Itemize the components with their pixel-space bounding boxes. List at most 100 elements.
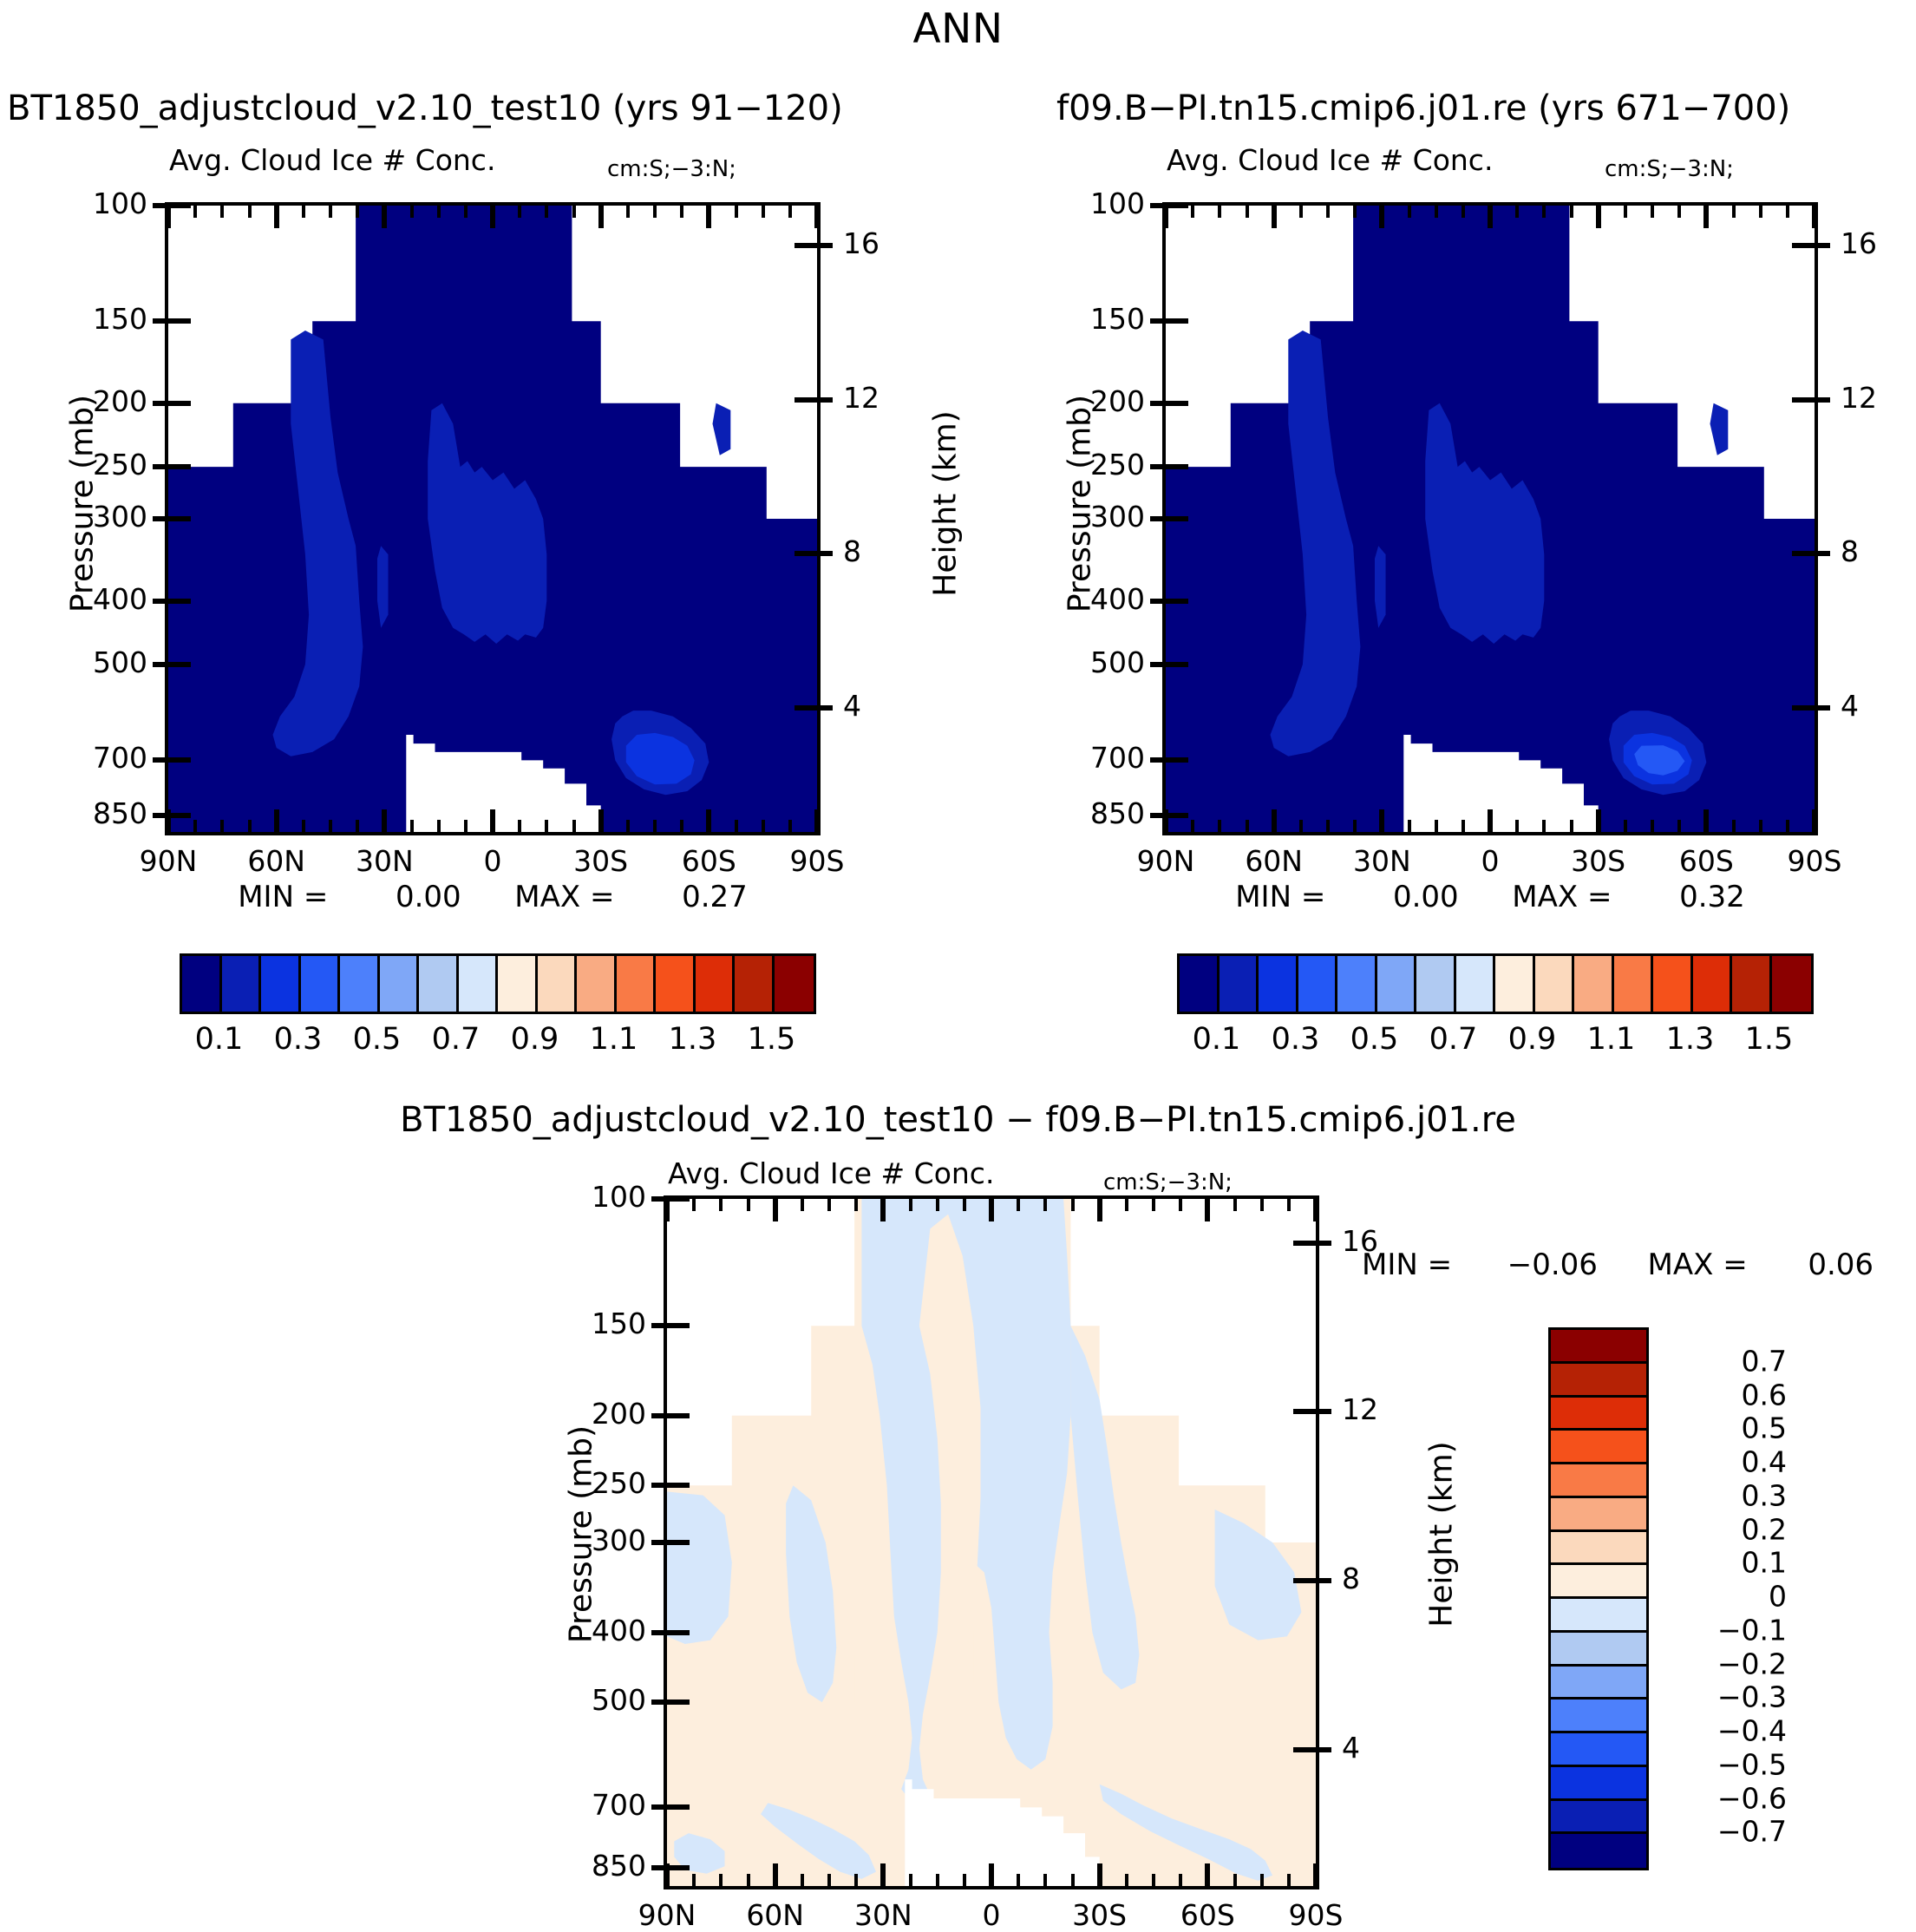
panel-test-x-tick-label: 90N: [139, 844, 198, 878]
panel-difference-units: cm:S;−3:N;: [1103, 1169, 1233, 1195]
panel-difference-x-tick-major-top: [772, 1199, 778, 1221]
panel-control-y-tick: [1166, 661, 1188, 667]
colorbar-tick-label: −0.3: [1717, 1680, 1787, 1714]
panel-test-y2-tick-label: 12: [843, 380, 880, 415]
panel-control-y2-tick: [1792, 243, 1815, 249]
panel-test-min-value: 0.00: [395, 880, 461, 914]
panel-test-x-tick-minor-top: [409, 206, 414, 218]
panel-control-y2-tick: [1792, 551, 1815, 557]
colorbar-tick-label: 1.1: [1586, 1022, 1636, 1057]
panel-difference-x-tick-label: 0: [982, 1898, 1001, 1932]
colorbar-tick-label: 0.7: [1741, 1344, 1787, 1379]
panel-test-contours: [168, 206, 817, 832]
panel-difference-x-tick-minor: [746, 1874, 750, 1886]
panel-difference-x-tick-minor: [908, 1874, 912, 1886]
panel-control-y-tick-label: 300: [1090, 500, 1145, 534]
panel-difference-x-tick-minor-top: [962, 1199, 966, 1211]
colorbar-tick-label: 0.5: [1350, 1022, 1399, 1057]
colorbar-cell: [1219, 956, 1259, 1012]
panel-control-colorbar-labels: 0.1 0.3 0.5 0.7 0.9 1.1 1.3 1.5: [1177, 1022, 1808, 1065]
colorbar-cell: [1551, 1666, 1646, 1700]
no-data-region: [1403, 735, 1599, 832]
panel-control-x-tick-minor: [1326, 820, 1330, 832]
panel-difference-y-tick-label: 400: [592, 1613, 646, 1647]
colorbar-cell: [1692, 956, 1732, 1012]
panel-control-colorbar[interactable]: [1177, 953, 1814, 1014]
panel-difference-contours: [667, 1199, 1316, 1886]
colorbar-cell: [1732, 956, 1772, 1012]
panel-difference-x-tick-minor-top: [1259, 1199, 1264, 1211]
colorbar-cell: [1180, 956, 1220, 1012]
colorbar-tick-label: −0.7: [1717, 1814, 1787, 1849]
panel-control-y2-tick-label: 16: [1841, 226, 1877, 261]
panel-test-colorbar[interactable]: [180, 953, 816, 1014]
panel-test-x-tick-minor: [518, 820, 522, 832]
panel-test-x-tick-minor-top: [301, 206, 305, 218]
colorbar-tick-label: 1.1: [589, 1022, 638, 1057]
panel-control-x-tick-minor: [1651, 820, 1654, 832]
colorbar-tick-label: 0.9: [1507, 1022, 1557, 1057]
colorbar-tick-label: −0.6: [1717, 1781, 1787, 1815]
colorbar-tick-label: 0.9: [510, 1022, 559, 1057]
colorbar-cell: [1551, 1800, 1646, 1835]
panel-test-x-tick-label: 30N: [355, 844, 414, 878]
panel-control-x-tick-minor-top: [1569, 206, 1573, 218]
panel-difference-x-tick-minor: [962, 1874, 966, 1886]
panel-control-x-tick-minor-top: [1353, 206, 1357, 218]
panel-control-x-tick-minor: [1758, 820, 1762, 832]
panel-test-x-tick-minor: [409, 820, 414, 832]
panel-test-y-tick: [168, 464, 191, 470]
contour-band-0.1-0.2-nh: [272, 331, 363, 756]
panel-difference-x-tick-minor-top: [827, 1199, 831, 1211]
colorbar-cell: [1551, 1766, 1646, 1801]
panel-control-x-tick-minor: [1677, 820, 1682, 832]
colorbar-cell: [1551, 1464, 1646, 1498]
colorbar-cell: [1551, 1632, 1646, 1667]
panel-difference-max-value: 0.06: [1808, 1248, 1874, 1282]
panel-difference-y-tick-label: 250: [592, 1466, 646, 1501]
panel-control-x-tick-minor: [1542, 820, 1547, 832]
panel-test-y-tick-label: 850: [93, 796, 147, 831]
panel-test-units: cm:S;−3:N;: [607, 156, 736, 182]
panel-control-y-tick: [1166, 464, 1188, 470]
panel-difference-title: BT1850_adjustcloud_v2.10_test10 − f09.B−…: [400, 1100, 1516, 1140]
panel-difference-min-value: −0.06: [1507, 1248, 1598, 1282]
contour-band-0.1-0.2-sliver: [377, 546, 389, 628]
colorbar-cell: [1613, 956, 1653, 1012]
panel-control-x-tick-minor-top: [1218, 206, 1222, 218]
panel-control-x-tick-minor-top: [1623, 206, 1627, 218]
panel-difference-y-tick: [667, 1323, 690, 1329]
panel-difference-colorbar[interactable]: [1548, 1327, 1649, 1870]
panel-test-x-tick-minor-top: [653, 206, 657, 218]
panel-control-y-tick-label: 400: [1090, 581, 1145, 616]
panel-test-colorbar-labels: 0.1 0.3 0.5 0.7 0.9 1.1 1.3 1.5: [180, 1022, 811, 1065]
panel-test-y-tick-outer: [153, 813, 168, 819]
colorbar-cell: [1551, 1330, 1646, 1364]
panel-difference-x-tick-major: [1205, 1863, 1211, 1886]
panel-difference-minmax: MIN = −0.06 MAX = 0.06: [1362, 1248, 1873, 1282]
panel-test-x-tick-minor: [545, 820, 549, 832]
panel-test-x-tick-major: [706, 809, 712, 832]
colorbar-cell: [1771, 956, 1811, 1012]
panel-test-y-tick-label: 200: [93, 383, 147, 418]
panel-control-x-tick-major-top: [1488, 206, 1493, 228]
panel-difference-y-tick-outer: [651, 1804, 667, 1811]
panel-difference-y2-tick-label: 8: [1342, 1562, 1360, 1596]
panel-control-y-tick-label: 200: [1090, 383, 1145, 418]
panel-difference-y-tick-outer: [651, 1412, 667, 1418]
panel-control-y-tick-label: 500: [1090, 645, 1145, 679]
panel-difference-y-tick: [667, 1540, 690, 1545]
panel-test-title: BT1850_adjustcloud_v2.10_test10 (yrs 91−…: [7, 88, 843, 128]
panel-control-x-tick-minor: [1407, 820, 1411, 832]
panel-control-x-tick-minor-top: [1461, 206, 1465, 218]
panel-difference-x-tick-major: [989, 1863, 994, 1886]
colorbar-cell: [735, 956, 775, 1012]
colorbar-cell: [1534, 956, 1574, 1012]
panel-control-x-tick-major-top: [1163, 206, 1168, 228]
colorbar-cell: [1574, 956, 1614, 1012]
panel-test-x-tick-minor: [625, 820, 630, 832]
panel-difference-x-tick-minor: [1124, 1874, 1128, 1886]
colorbar-tick-label: 0.2: [1741, 1512, 1787, 1546]
panel-test-y2-tick-outer: [817, 705, 833, 711]
panel-difference-x-tick-label: 60N: [746, 1898, 804, 1932]
